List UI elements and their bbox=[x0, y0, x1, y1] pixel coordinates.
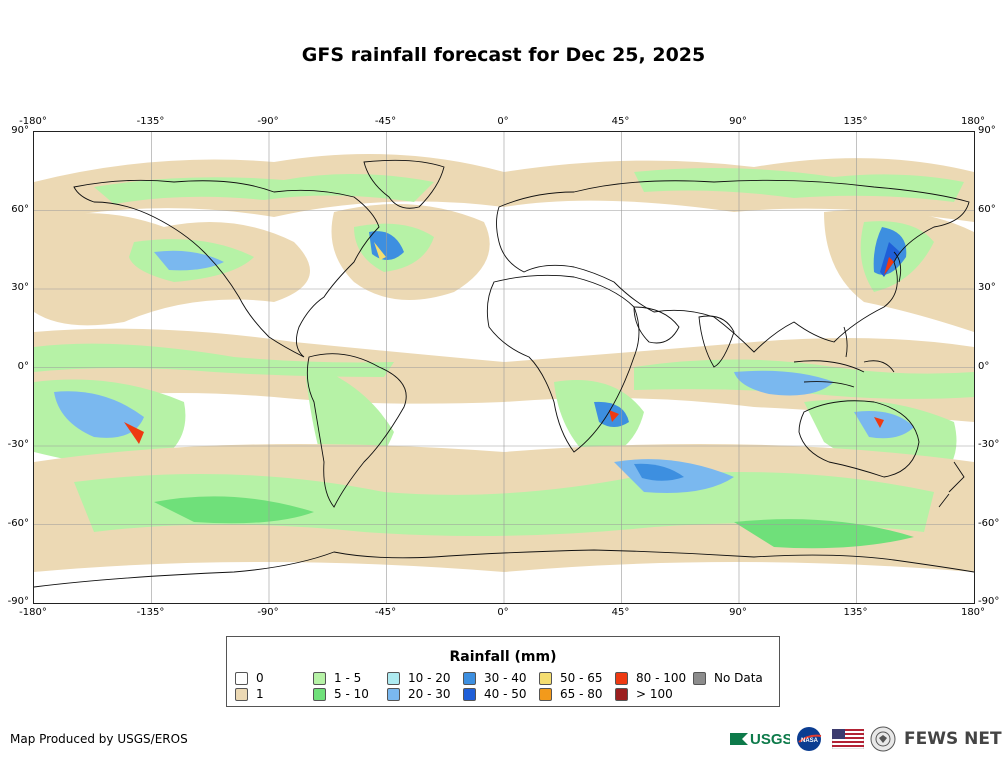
legend-swatch bbox=[539, 687, 552, 701]
axis-tick-label: -30° bbox=[7, 439, 29, 450]
logo-strip: USGS NASA FEWS NET bbox=[728, 726, 1002, 752]
legend-label: 0 bbox=[256, 671, 264, 685]
axis-tick-label: 45° bbox=[611, 607, 630, 618]
legend-label: 65 - 80 bbox=[560, 687, 603, 701]
legend-swatch bbox=[463, 671, 476, 685]
axis-tick-label: 90° bbox=[729, 116, 747, 127]
axis-tick-label: 60° bbox=[978, 203, 996, 215]
rainfall-map bbox=[33, 131, 975, 604]
us-flag-icon bbox=[832, 729, 864, 749]
graticule bbox=[34, 132, 974, 603]
axis-tick-label: 135° bbox=[843, 607, 868, 618]
axis-tick-label: -180° bbox=[19, 607, 47, 618]
axis-tick-label: 0° bbox=[497, 116, 509, 127]
legend-label: 20 - 30 bbox=[408, 687, 451, 701]
legend-swatch bbox=[463, 687, 476, 701]
nasa-logo: NASA bbox=[797, 727, 822, 751]
axis-tick-label: -45° bbox=[374, 607, 397, 618]
legend-title: Rainfall (mm) bbox=[449, 649, 557, 665]
axis-tick-label: 90° bbox=[978, 125, 996, 136]
legend-swatch bbox=[313, 671, 326, 685]
usgs-logo-text: USGS bbox=[750, 731, 790, 748]
axis-tick-label: 135° bbox=[843, 116, 868, 127]
state-dept-seal-icon bbox=[870, 726, 896, 752]
axis-tick-label: 180° bbox=[960, 607, 986, 618]
legend-label: 1 - 5 bbox=[334, 671, 362, 685]
legend-swatch bbox=[235, 687, 248, 701]
legend-item: 1 bbox=[235, 687, 264, 701]
legend-swatch bbox=[313, 687, 326, 701]
legend-label: 5 - 10 bbox=[334, 687, 369, 701]
legend-item: > 100 bbox=[615, 687, 673, 701]
axis-tick-label: 30° bbox=[978, 282, 996, 293]
legend-item: 10 - 20 bbox=[387, 671, 451, 685]
legend-swatch bbox=[615, 671, 628, 685]
legend-label: 1 bbox=[256, 687, 264, 701]
legend-label: > 100 bbox=[636, 687, 673, 701]
legend-label: 50 - 65 bbox=[560, 671, 603, 685]
legend-item: 1 - 5 bbox=[313, 671, 361, 685]
legend-item: 5 - 10 bbox=[313, 687, 369, 701]
axis-tick-label: -30° bbox=[978, 439, 1000, 450]
axis-tick-label: -60° bbox=[7, 517, 29, 529]
axis-tick-label: -135° bbox=[136, 607, 165, 618]
legend-item: 40 - 50 bbox=[463, 687, 527, 701]
axis-tick-label: 45° bbox=[611, 116, 630, 127]
legend-item: 30 - 40 bbox=[463, 671, 527, 685]
axis-tick-label: -60° bbox=[978, 517, 1000, 529]
axis-tick-label: 180° bbox=[960, 116, 986, 127]
coastlines bbox=[34, 159, 974, 588]
legend-item: 20 - 30 bbox=[387, 687, 451, 701]
legend-swatch bbox=[693, 671, 706, 685]
rainfall-legend: Rainfall (mm) 0 1 1 - 5 5 - 10 10 - 20 20 - 3… bbox=[226, 636, 780, 707]
axis-tick-label: -135° bbox=[136, 116, 165, 127]
legend-label: 80 - 100 bbox=[636, 671, 687, 685]
nasa-logo-text: NASA bbox=[801, 738, 819, 744]
legend-item: 80 - 100 bbox=[615, 671, 686, 685]
axis-tick-label: 90° bbox=[11, 125, 29, 136]
legend-swatch bbox=[539, 671, 552, 685]
legend-label: 30 - 40 bbox=[484, 671, 527, 685]
legend-label: No Data bbox=[714, 671, 763, 685]
legend-swatch bbox=[387, 687, 400, 701]
fews-net-logo: FEWS NET bbox=[904, 729, 1002, 749]
axis-tick-label: 0° bbox=[978, 360, 990, 372]
axis-tick-label: 0° bbox=[497, 607, 509, 618]
axis-tick-label: -45° bbox=[374, 116, 397, 127]
axis-tick-label: 60° bbox=[11, 203, 29, 215]
legend-item: 65 - 80 bbox=[539, 687, 603, 701]
map-title: GFS rainfall forecast for Dec 25, 2025 bbox=[301, 44, 706, 66]
legend-item: 0 bbox=[235, 671, 264, 685]
axis-tick-label: 0° bbox=[17, 360, 29, 372]
axis-tick-label: -90° bbox=[257, 116, 279, 127]
usgs-logo: USGS bbox=[730, 731, 790, 748]
legend-swatch bbox=[615, 687, 628, 701]
legend-swatch bbox=[235, 671, 248, 685]
axis-tick-label: -90° bbox=[7, 596, 29, 607]
legend-label: 40 - 50 bbox=[484, 687, 527, 701]
legend-item: No Data bbox=[693, 671, 763, 685]
axis-tick-label: -90° bbox=[257, 607, 279, 618]
axis-tick-label: 90° bbox=[729, 607, 747, 618]
legend-swatch bbox=[387, 671, 400, 685]
axis-tick-label: -180° bbox=[19, 116, 47, 127]
map-credit: Map Produced by USGS/EROS bbox=[10, 732, 188, 746]
axis-tick-label: -90° bbox=[978, 596, 1000, 607]
map-canvas bbox=[34, 132, 974, 603]
axis-tick-label: 30° bbox=[11, 282, 29, 293]
legend-item: 50 - 65 bbox=[539, 671, 603, 685]
legend-label: 10 - 20 bbox=[408, 671, 451, 685]
